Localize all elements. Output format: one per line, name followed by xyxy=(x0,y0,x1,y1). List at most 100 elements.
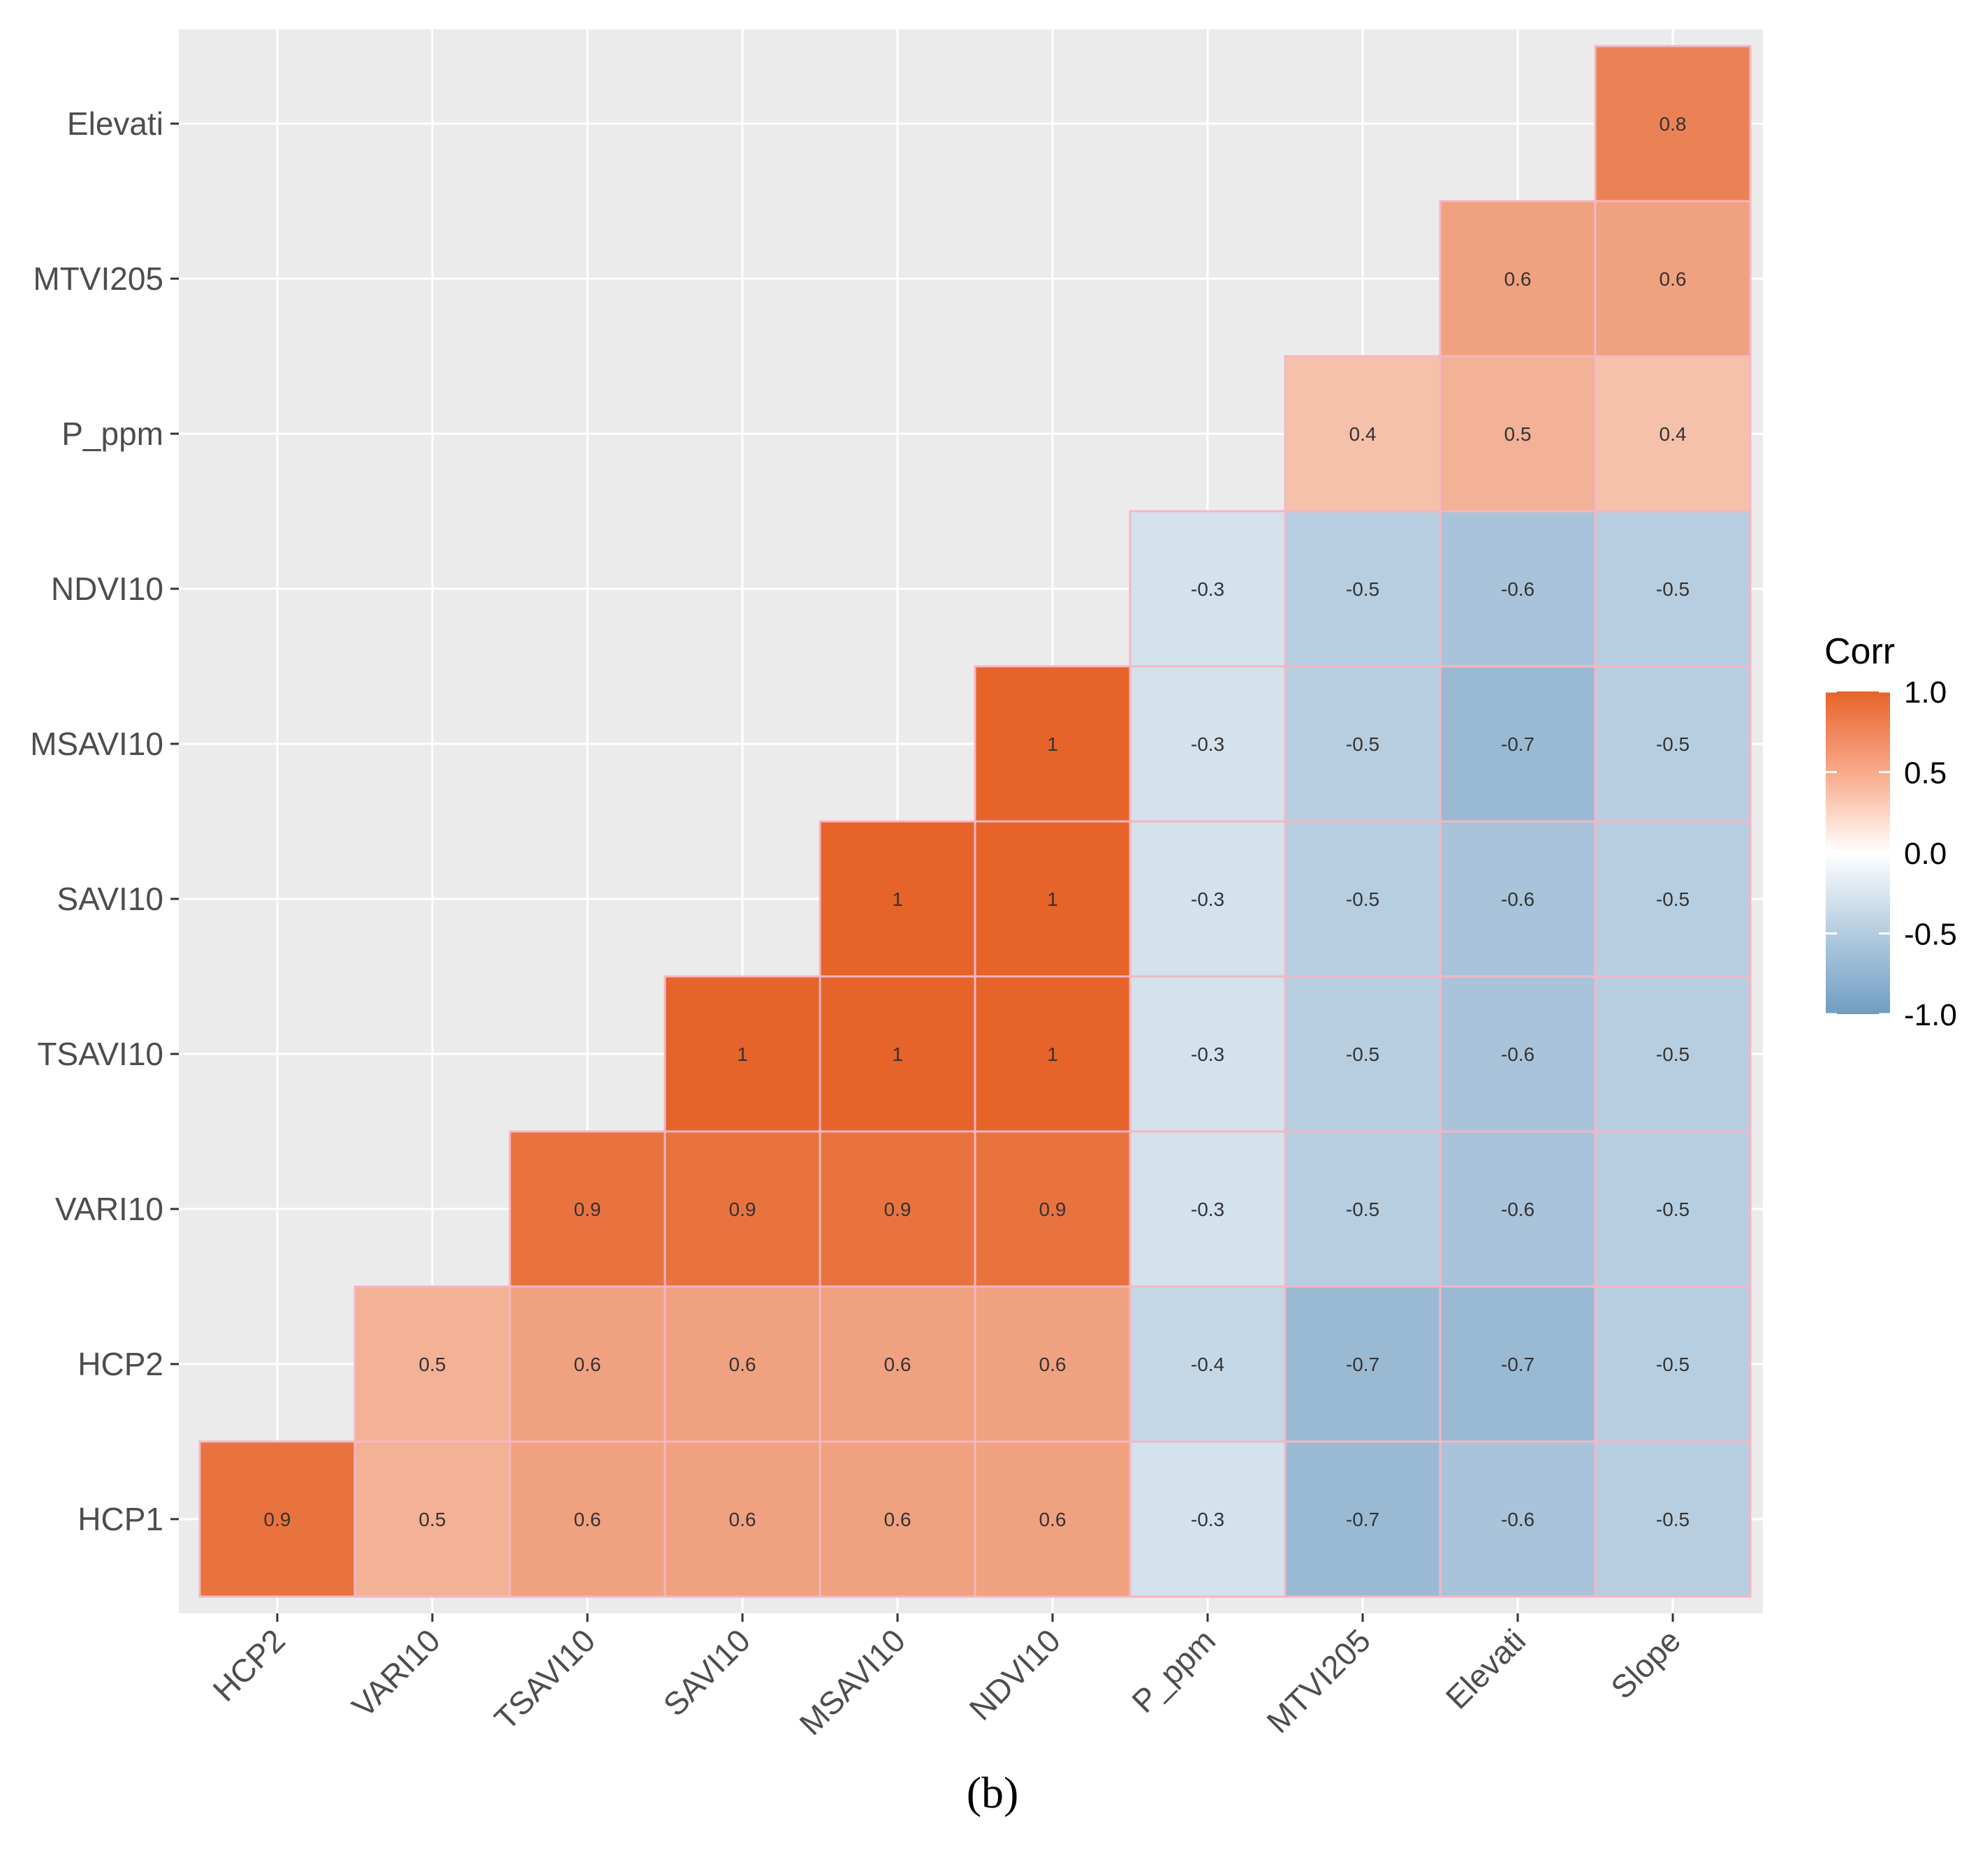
cell-value-label: 0.6 xyxy=(1504,268,1532,290)
heatmap-tile xyxy=(508,1130,666,1288)
heatmap-tile xyxy=(1284,1285,1442,1443)
cell-value-label: 0.9 xyxy=(729,1199,756,1220)
heatmap-tile xyxy=(1129,1130,1287,1288)
heatmap-tile xyxy=(819,1130,976,1288)
heatmap-tile xyxy=(1594,1440,1752,1598)
heatmap-tile xyxy=(1284,355,1442,513)
x-tick-label: VARI10 xyxy=(345,1622,447,1724)
cell-value-label: 0.6 xyxy=(1660,268,1687,290)
cell-value-labels: 0.9 0.5 0.6 0.6 0.6 0.6 -0.3 -0.7 -0.6 -0.5 0.5 0.6… xyxy=(264,113,1690,1530)
cell-value-label: -0.5 xyxy=(1346,888,1379,910)
heatmap-tile xyxy=(353,1440,511,1598)
heatmap-tile xyxy=(1129,820,1287,978)
cell-value-label: -0.5 xyxy=(1656,1199,1690,1220)
heatmap-tile xyxy=(1439,1440,1597,1598)
x-tick-label: Elevati xyxy=(1439,1622,1532,1715)
cell-value-label: 1 xyxy=(892,1043,903,1065)
heatmap-tile xyxy=(1284,975,1442,1133)
legend-tick-label: -0.5 xyxy=(1904,918,1957,952)
cell-value-label: -0.5 xyxy=(1656,1509,1690,1530)
y-tick-label: MTVI205 xyxy=(33,261,163,297)
cell-value-label: -0.5 xyxy=(1346,1043,1379,1065)
cell-value-label: 1 xyxy=(1047,1043,1058,1065)
cell-value-label: 0.4 xyxy=(1349,423,1377,445)
cell-value-label: 1 xyxy=(1047,888,1058,910)
heatmap-tiles xyxy=(198,45,1752,1598)
cell-value-label: 0.6 xyxy=(729,1354,756,1375)
x-tick-label: HCP2 xyxy=(206,1622,293,1708)
heatmap-tile xyxy=(819,820,976,978)
heatmap-tile xyxy=(1439,1285,1597,1443)
heatmap-tile xyxy=(1129,510,1287,668)
cell-value-label: -0.6 xyxy=(1501,888,1534,910)
legend-tick-label: -1.0 xyxy=(1904,998,1957,1032)
cell-value-label: -0.5 xyxy=(1346,1199,1379,1220)
legend-title: Corr xyxy=(1824,631,1895,672)
heatmap-tile xyxy=(819,1440,976,1598)
cell-value-label: 0.6 xyxy=(574,1354,601,1375)
y-axis: HCP1 HCP2 VARI10 TSAVI10 SAVI10 MSAVI10 NDVI10… xyxy=(30,105,179,1537)
legend-tick-label: 1.0 xyxy=(1904,675,1947,710)
cell-value-label: 0.6 xyxy=(884,1509,911,1530)
heatmap-tile xyxy=(664,1440,821,1598)
cell-value-label: 0.9 xyxy=(1039,1199,1067,1220)
cell-value-label: 0.4 xyxy=(1660,423,1687,445)
heatmap-tile xyxy=(1284,1130,1442,1288)
heatmap-tile xyxy=(664,1285,821,1443)
cell-value-label: -0.3 xyxy=(1191,1199,1224,1220)
heatmap-tile xyxy=(819,1285,976,1443)
legend-tick-label: 0.0 xyxy=(1904,837,1947,871)
y-tick-label: HCP1 xyxy=(78,1501,163,1537)
heatmap-tile xyxy=(1594,1130,1752,1288)
heatmap-tile xyxy=(1439,1130,1597,1288)
heatmap-tile xyxy=(1439,510,1597,668)
cell-value-label: 0.9 xyxy=(884,1199,911,1220)
x-tick-label: SAVI10 xyxy=(656,1622,757,1723)
cell-value-label: 1 xyxy=(1047,733,1058,755)
y-tick-label: MSAVI10 xyxy=(30,726,163,762)
y-tick-label: HCP2 xyxy=(78,1346,163,1382)
x-axis: HCP2 VARI10 TSAVI10 SAVI10 MSAVI10 NDVI10 P_pp… xyxy=(206,1613,1687,1742)
cell-value-label: -0.6 xyxy=(1501,1509,1534,1530)
y-tick-label: NDVI10 xyxy=(51,571,163,607)
cell-value-label: -0.6 xyxy=(1501,1043,1534,1065)
cell-value-label: 0.6 xyxy=(884,1354,911,1375)
y-tick-label: TSAVI10 xyxy=(37,1036,163,1072)
y-tick-label: VARI10 xyxy=(55,1191,163,1227)
cell-value-label: -0.5 xyxy=(1656,1354,1690,1375)
legend-tick-label: 0.5 xyxy=(1904,756,1947,791)
cell-value-label: -0.7 xyxy=(1346,1354,1379,1375)
heatmap-tile xyxy=(974,975,1131,1133)
x-tick-label: TSAVI10 xyxy=(488,1622,603,1737)
legend: Corr 1.0 0.5 0.0 -0.5 -1.0 xyxy=(1824,631,1957,1032)
y-tick-label: P_ppm xyxy=(61,416,163,452)
cell-value-label: -0.7 xyxy=(1501,1354,1534,1375)
cell-value-label: 0.5 xyxy=(1504,423,1532,445)
heatmap-tile xyxy=(1594,975,1752,1133)
cell-value-label: 0.9 xyxy=(574,1199,601,1220)
cell-value-label: -0.5 xyxy=(1656,1043,1690,1065)
cell-value-label: -0.7 xyxy=(1501,733,1534,755)
cell-value-label: -0.5 xyxy=(1346,733,1379,755)
x-tick-label: MTVI205 xyxy=(1259,1622,1377,1740)
cell-value-label: 0.5 xyxy=(419,1509,446,1530)
heatmap-tile xyxy=(974,820,1131,978)
cell-value-label: -0.5 xyxy=(1346,578,1379,600)
cell-value-label: 1 xyxy=(892,888,903,910)
cell-value-label: -0.7 xyxy=(1346,1509,1379,1530)
heatmap-tile xyxy=(508,1440,666,1598)
cell-value-label: 1 xyxy=(737,1043,748,1065)
cell-value-label: 0.6 xyxy=(1039,1509,1067,1530)
heatmap-tile xyxy=(1594,45,1752,203)
cell-value-label: -0.3 xyxy=(1191,1509,1224,1530)
x-tick-label: NDVI10 xyxy=(962,1622,1067,1727)
cell-value-label: -0.5 xyxy=(1656,578,1690,600)
cell-value-label: -0.3 xyxy=(1191,1043,1224,1065)
heatmap-tile xyxy=(1439,820,1597,978)
x-tick-label: MSAVI10 xyxy=(792,1622,912,1742)
heatmap-tile xyxy=(198,1440,356,1598)
heatmap-tile xyxy=(1129,665,1287,823)
cell-value-label: 0.6 xyxy=(1039,1354,1067,1375)
heatmap-tile xyxy=(974,1440,1131,1598)
